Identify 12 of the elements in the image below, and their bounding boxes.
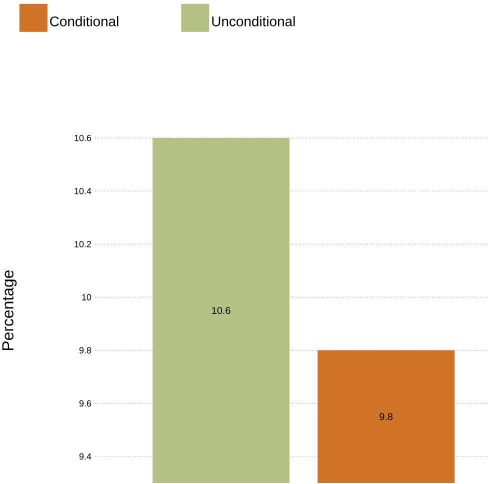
y-tick-label: 9.6 [79,400,92,407]
y-tick-label: 9.8 [79,347,92,354]
data-label: 9.8 [380,413,393,420]
y-axis-title: Percentage [2,270,17,350]
data-label: 10.6 [212,306,230,314]
legend-label: Conditional [50,16,118,26]
y-tick-label: 10.4 [74,188,92,194]
y-tick-label: 9.4 [79,453,92,460]
legend-label: Unconditional [212,16,295,26]
y-tick-label: 10.6 [74,134,92,142]
y-tick-label: 10 [82,294,92,300]
y-tick-label: 10.2 [74,240,92,248]
